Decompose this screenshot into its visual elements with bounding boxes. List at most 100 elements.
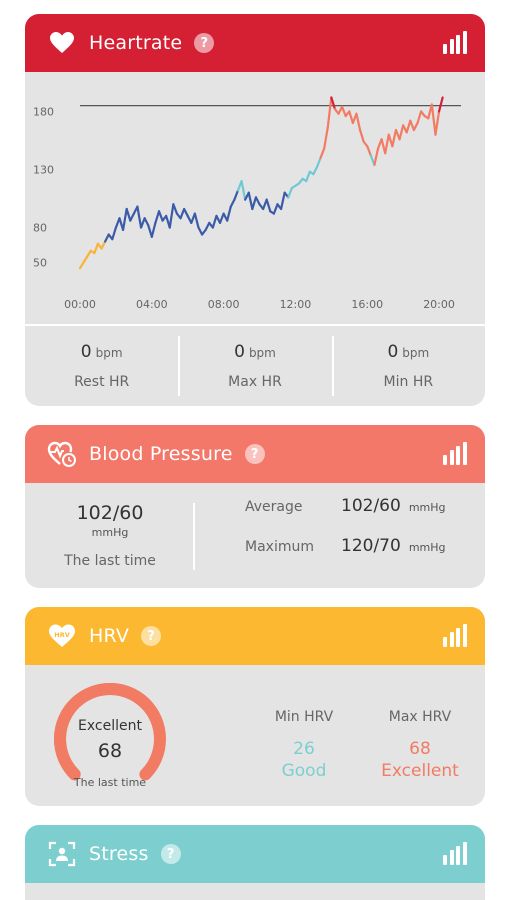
bp-maximum-unit: mmHg bbox=[408, 540, 446, 554]
heartrate-stats: 0 bpm Rest HR 0 bpm Max HR 0 bpm Min HR bbox=[25, 324, 485, 406]
heartrate-line-segment bbox=[168, 203, 175, 229]
rest-hr-stat: 0 bpm Rest HR bbox=[25, 326, 178, 406]
heartrate-chart: 50 80 130 180 00:00 04:00 08:00 12:00 16:00 20:00 bbox=[25, 72, 485, 324]
bp-last-value: 102/60 bbox=[76, 502, 144, 524]
hrv-card: HRV HRV ? Excellent 68 The last time Min… bbox=[25, 607, 485, 806]
x-tick-label: 00:00 bbox=[64, 298, 96, 311]
max-hr-label: Max HR bbox=[228, 374, 282, 390]
heartrate-card: Heartrate ? 50 80 130 180 00:00 04:00 08:00 12:… bbox=[25, 14, 485, 406]
heartrate-line-segment bbox=[384, 133, 390, 155]
heartrate-line-segment bbox=[315, 156, 322, 169]
bp-average-value: 102/60 bbox=[341, 495, 401, 516]
hrv-heart-icon: HRV bbox=[47, 621, 77, 651]
min-hrv-quality: Good bbox=[281, 761, 327, 781]
gauge-quality: Excellent bbox=[78, 718, 142, 734]
heartrate-line-segment bbox=[229, 198, 236, 208]
help-icon[interactable]: ? bbox=[141, 626, 162, 646]
heartrate-line-segment bbox=[366, 145, 372, 157]
heartrate-line-segment bbox=[398, 124, 405, 141]
heartrate-line-segment bbox=[272, 203, 279, 215]
blood-pressure-title: Blood Pressure bbox=[89, 443, 233, 465]
gauge-fill bbox=[54, 683, 154, 781]
heart-pulse-icon bbox=[47, 439, 77, 469]
max-hrv-value: 68 bbox=[409, 739, 431, 759]
min-hr-unit: bpm bbox=[402, 346, 430, 360]
heartrate-line-segment bbox=[412, 121, 419, 132]
heartrate-line-segment bbox=[430, 103, 437, 136]
heartrate-line-segment bbox=[405, 119, 412, 134]
bp-average-label: Average bbox=[245, 498, 303, 515]
bar-chart-icon[interactable] bbox=[441, 840, 469, 868]
heartrate-line-segment bbox=[279, 191, 286, 211]
gauge-value: 68 bbox=[97, 740, 123, 762]
heartrate-line-segment bbox=[125, 207, 132, 222]
heartrate-line-segment bbox=[82, 255, 89, 264]
heartrate-line-segment bbox=[323, 126, 329, 150]
stress-title: Stress bbox=[89, 843, 149, 865]
help-icon[interactable]: ? bbox=[160, 844, 181, 864]
help-icon[interactable]: ? bbox=[194, 33, 215, 53]
heartrate-line-segment bbox=[204, 221, 211, 231]
bp-average-unit: mmHg bbox=[408, 500, 446, 514]
heartrate-line-segment bbox=[416, 110, 423, 125]
bp-average-row: Average 102/60 mmHg bbox=[245, 496, 485, 536]
max-hr-value: 0 bbox=[234, 342, 245, 362]
bp-maximum-label: Maximum bbox=[245, 538, 314, 555]
heartrate-line-segment bbox=[326, 96, 333, 129]
heartrate-line-segment bbox=[226, 205, 232, 222]
heartrate-line-segment bbox=[150, 221, 157, 238]
rest-hr-unit: bpm bbox=[95, 346, 123, 360]
y-tick-label: 130 bbox=[33, 163, 54, 176]
blood-pressure-card: Blood Pressure ? 102/60 mmHg The last ti… bbox=[25, 425, 485, 588]
heartrate-line-segment bbox=[373, 147, 380, 166]
heartrate-line-segment bbox=[265, 198, 272, 213]
max-hr-unit: bpm bbox=[248, 346, 276, 360]
help-icon[interactable]: ? bbox=[244, 444, 265, 464]
heartrate-line-segment bbox=[391, 128, 398, 148]
heartrate-line-segment bbox=[193, 212, 200, 229]
blood-pressure-header: Blood Pressure ? bbox=[25, 425, 485, 483]
min-hrv-value: 26 bbox=[293, 739, 315, 759]
min-hr-label: Min HR bbox=[383, 374, 434, 390]
heartrate-line-segment bbox=[341, 105, 347, 118]
x-tick-label: 04:00 bbox=[136, 298, 168, 311]
heartrate-line-segment bbox=[78, 261, 85, 270]
hrv-header: HRV HRV ? bbox=[25, 607, 485, 665]
heartrate-line-segment bbox=[183, 207, 189, 218]
bp-last-label: The last time bbox=[64, 553, 156, 569]
heartrate-title: Heartrate bbox=[89, 32, 183, 54]
heartrate-line-segment bbox=[312, 166, 319, 176]
heartrate-line-segment bbox=[355, 112, 362, 132]
hrv-gauge bbox=[54, 683, 166, 781]
heartrate-line-segment bbox=[287, 186, 293, 199]
bar-chart-icon[interactable] bbox=[441, 440, 469, 468]
bar-chart-icon[interactable] bbox=[441, 622, 469, 650]
heart-icon bbox=[47, 28, 77, 58]
heartrate-line-segment bbox=[348, 110, 354, 125]
heartrate-line-segment bbox=[143, 217, 150, 227]
bp-maximum-value: 120/70 bbox=[341, 535, 401, 556]
blood-pressure-body: 102/60 mmHg The last time Average 102/60… bbox=[25, 483, 485, 588]
heartrate-line-segment bbox=[437, 96, 444, 113]
heartrate-line-segment bbox=[254, 196, 261, 206]
heartrate-line-segment bbox=[100, 240, 107, 250]
x-tick-label: 12:00 bbox=[280, 298, 312, 311]
heartrate-line-segment bbox=[136, 205, 143, 229]
max-hrv-column: Max HRV 68 Excellent bbox=[365, 709, 475, 781]
heartrate-line-segment bbox=[247, 191, 254, 211]
heartrate-line-segment bbox=[179, 207, 186, 220]
heartrate-line-segment bbox=[157, 210, 164, 222]
heartrate-line-segment bbox=[233, 189, 240, 201]
bar-chart-icon[interactable] bbox=[441, 29, 469, 57]
heartrate-line-segment bbox=[172, 203, 179, 215]
heartrate-line-segment bbox=[129, 212, 135, 222]
face-scan-icon bbox=[47, 839, 77, 869]
bp-summary: Average 102/60 mmHg Maximum 120/70 mmHg bbox=[195, 483, 485, 588]
heartrate-line-segment bbox=[251, 196, 258, 211]
min-hrv-column: Min HRV 26 Good bbox=[249, 709, 359, 781]
heartrate-line-segment bbox=[211, 214, 218, 229]
y-tick-label: 80 bbox=[33, 222, 47, 235]
bp-last-unit: mmHg bbox=[91, 526, 129, 539]
max-hr-stat: 0 bpm Max HR bbox=[178, 326, 331, 406]
heartrate-line-segment bbox=[93, 242, 100, 255]
